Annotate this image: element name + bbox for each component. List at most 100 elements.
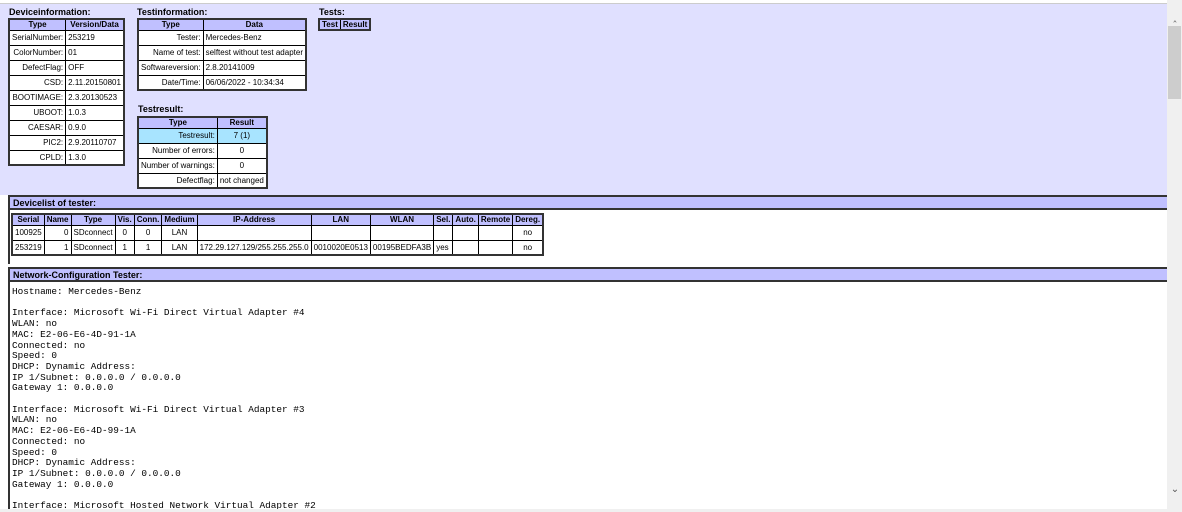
tests-title: Tests: — [319, 7, 345, 17]
table-cell: 06/06/2022 - 10:34:34 — [202, 74, 307, 91]
table-row: Tester: Mercedes-Benz — [137, 29, 307, 46]
config-line: DHCP: Dynamic Address: — [12, 457, 136, 469]
table-cell: Number of errors: — [137, 142, 218, 159]
table-row: CSD: 2.11.20150801 — [8, 74, 125, 91]
deviceinfo-title: Deviceinformation: — [9, 7, 91, 17]
table-cell: 100925 — [11, 224, 45, 241]
vertical-scrollbar[interactable] — [1167, 0, 1182, 512]
config-line: Speed: 0 — [12, 350, 58, 362]
table-cell: OFF — [65, 59, 125, 76]
column-header: Serial — [11, 213, 45, 226]
table-row: Defectflag: not changed — [137, 172, 268, 189]
column-header: Result — [339, 18, 371, 31]
network-section — [8, 282, 1167, 512]
table-row: BOOTIMAGE: 2.3.20130523 — [8, 89, 125, 106]
table-cell: SDconnect — [70, 239, 116, 256]
testinfo-table: Type Data Tester: Mercedes-Benz Name of test… — [137, 18, 307, 91]
table-cell: 1 — [114, 239, 135, 256]
table-row: Date/Time: 06/06/2022 - 10:34:34 — [137, 74, 307, 91]
table-row: DefectFlag: OFF — [8, 59, 125, 76]
devicelist-table: Serial Name Type Vis. Conn. Medium IP-Address L… — [11, 213, 545, 256]
horizontal-scrollbar[interactable] — [0, 509, 1167, 512]
table-row: PIC2: 2.9.20110707 — [8, 134, 125, 151]
table-cell: 172.29.127.129/255.255.255.0 — [196, 239, 312, 256]
config-line: Connected: no — [12, 339, 86, 351]
column-header: IP-Address — [196, 213, 312, 226]
table-cell: 2.8.20141009 — [202, 59, 307, 76]
column-header: Dereg. — [512, 213, 544, 226]
column-header: Data — [202, 18, 307, 31]
table-cell: 0 — [114, 224, 135, 241]
table-row: Testresult: 7 (1) — [137, 127, 268, 144]
table-cell: BOOTIMAGE: — [8, 89, 67, 106]
table-cell: 1.3.0 — [65, 149, 125, 166]
table-cell: UBOOT: — [8, 104, 67, 121]
table-cell: SerialNumber: — [8, 29, 67, 46]
table-cell: Name of test: — [137, 44, 204, 61]
table-cell: Defectflag: — [137, 172, 218, 189]
table-cell — [369, 224, 435, 241]
table-row: 253219 1 SDconnect 1 1 LAN 172.29.127.129/255.… — [11, 239, 544, 256]
scrollbar-thumb[interactable] — [1168, 26, 1181, 99]
table-cell: SDconnect — [70, 224, 116, 241]
table-cell: Mercedes-Benz — [202, 29, 307, 46]
table-cell: 253219 — [11, 239, 45, 256]
header-row: Test Result — [318, 18, 371, 31]
table-cell: 01 — [65, 44, 125, 61]
column-header: Remote — [477, 213, 514, 226]
table-cell: 253219 — [65, 29, 125, 46]
table-cell: LAN — [161, 224, 198, 241]
table-cell: CPLD: — [8, 149, 67, 166]
table-cell: 2.11.20150801 — [65, 74, 125, 91]
table-cell: 0010020E0513 — [310, 239, 371, 256]
column-header: Conn. — [133, 213, 163, 226]
table-cell: 1 — [133, 239, 163, 256]
table-row: ColorNumber: 01 — [8, 44, 125, 61]
table-row: CPLD: 1.3.0 — [8, 149, 125, 166]
tests-table: Test Result — [318, 18, 372, 31]
column-header: Type — [137, 116, 218, 129]
table-row: 100925 0 SDconnect 0 0 LAN no — [11, 224, 544, 241]
config-line: Speed: 0 — [12, 446, 58, 458]
table-cell: PIC2: — [8, 134, 67, 151]
table-cell: 0 — [43, 224, 72, 241]
config-line: Hostname: Mercedes-Benz — [12, 286, 142, 297]
testresult-table: Type Result Testresult: 7 (1) Number of erro… — [137, 116, 268, 189]
column-header: LAN — [310, 213, 371, 226]
header-row: Serial Name Type Vis. Conn. Medium IP-Address L… — [11, 213, 544, 226]
table-cell: yes — [433, 239, 454, 256]
column-header: Result — [216, 116, 268, 129]
config-line: Interface: Microsoft Wi-Fi Direct Virtua… — [12, 403, 305, 415]
testinfo-title: Testinformation: — [137, 7, 208, 17]
table-row: SerialNumber: 253219 — [8, 29, 125, 46]
config-line: Gateway 1: 0.0.0.0 — [12, 382, 114, 394]
table-cell — [452, 239, 479, 256]
table-cell: Date/Time: — [137, 74, 204, 91]
table-cell: DefectFlag: — [8, 59, 67, 76]
header-row: Type Version/Data — [8, 18, 125, 31]
scroll-up-icon[interactable]: ‸ — [1173, 12, 1177, 23]
scroll-down-icon[interactable]: ⌄ — [1170, 484, 1180, 495]
column-header: Medium — [161, 213, 198, 226]
column-header: Test — [318, 18, 341, 31]
table-row: CAESAR: 0.9.0 — [8, 119, 125, 136]
table-cell: ColorNumber: — [8, 44, 67, 61]
table-cell: Testresult: — [137, 127, 218, 144]
testresult-title: Testresult: — [138, 104, 184, 114]
header-row: Type Result — [137, 116, 268, 129]
table-cell: 0 — [216, 142, 268, 159]
column-header: Type — [8, 18, 67, 31]
config-line: WLAN: no — [12, 414, 58, 426]
table-row: UBOOT: 1.0.3 — [8, 104, 125, 121]
config-line: IP 1/Subnet: 0.0.0.0 / 0.0.0.0 — [12, 467, 181, 479]
config-line: Interface: Microsoft Hosted Network Virt… — [12, 500, 316, 512]
deviceinfo-table: Type Version/Data SerialNumber: 253219 Color… — [8, 18, 125, 166]
table-row: Softwareversion: 2.8.20141009 — [137, 59, 307, 76]
table-cell: 00195BEDFA3B — [369, 239, 435, 256]
table-cell — [196, 224, 312, 241]
table-cell: 2.3.20130523 — [65, 89, 125, 106]
devicelist-header: Devicelist of tester: — [8, 195, 1167, 210]
table-cell: LAN — [161, 239, 198, 256]
table-cell — [452, 224, 479, 241]
table-cell — [477, 239, 514, 256]
